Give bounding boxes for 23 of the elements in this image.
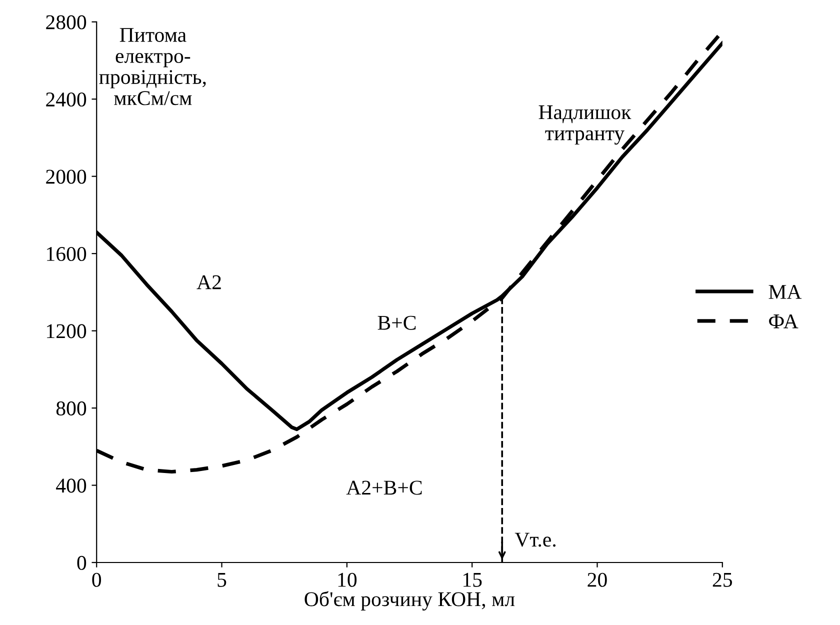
y-tick-label: 2000 <box>46 170 86 184</box>
x-tick-label: 15 <box>463 572 482 587</box>
x-tick-label: 10 <box>338 572 357 587</box>
y-axis-title: Питома електро- провідність, мкСм/см <box>99 28 206 106</box>
legend-label: МА <box>768 285 802 299</box>
x-axis-title: Об'єм розчину КОН, мл <box>304 591 515 611</box>
x-tick-label: 25 <box>712 572 732 587</box>
y-tick-label: 400 <box>56 478 86 493</box>
annotation: А2+В+С <box>346 480 422 495</box>
legend-label: ФА <box>769 314 798 328</box>
annotation: В+С <box>378 316 416 330</box>
y-tick-label: 2800 <box>46 15 86 30</box>
annotation: А2 <box>196 275 221 290</box>
ref-line-label: Vт.е. <box>514 532 556 547</box>
annotation: Надлишок титранту <box>538 105 632 145</box>
y-tick-label: 0 <box>77 556 86 570</box>
x-tick-label: 20 <box>588 572 607 587</box>
y-tick-label: 800 <box>56 401 86 416</box>
x-tick-label: 5 <box>218 573 226 587</box>
y-tick-label: 2400 <box>46 92 86 107</box>
x-tick-label: 0 <box>92 572 102 587</box>
y-tick-label: 1600 <box>47 246 86 262</box>
y-tick-label: 1200 <box>47 324 86 338</box>
